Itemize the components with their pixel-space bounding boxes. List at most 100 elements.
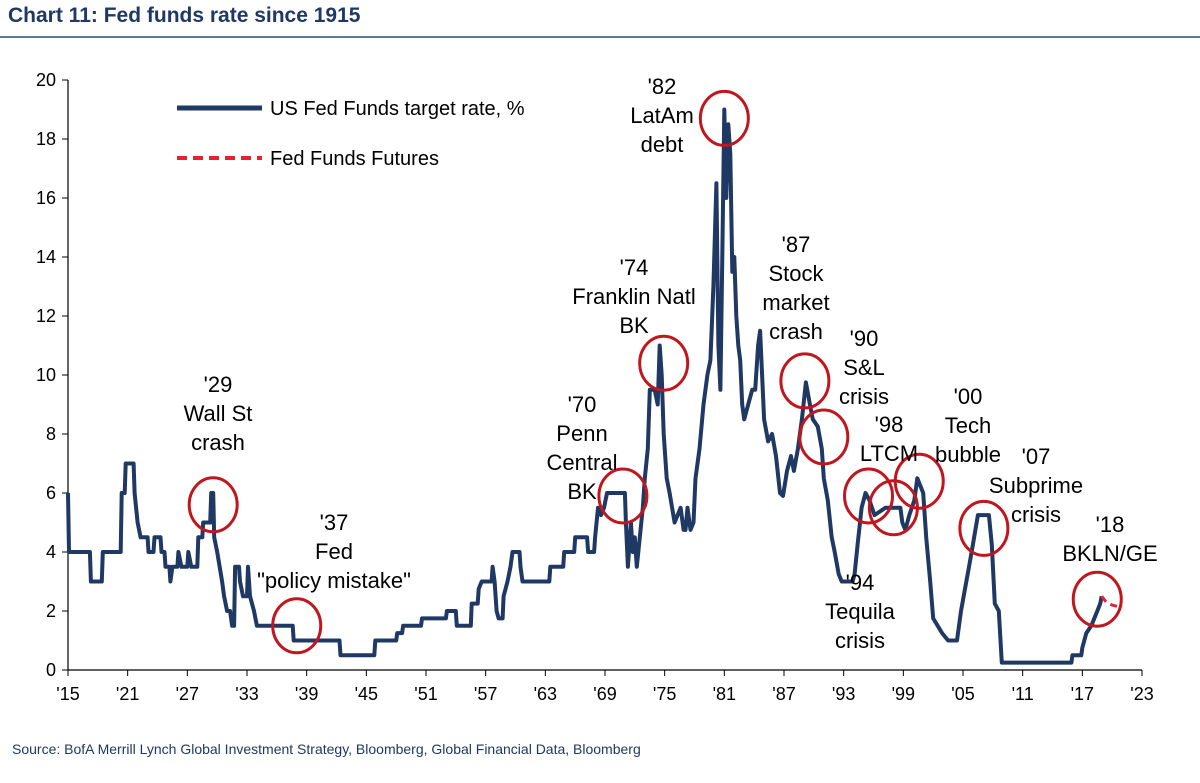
event-label-line: "policy mistake"	[257, 568, 411, 593]
event-label-line: BK	[567, 479, 597, 504]
series-line-fed-funds-futures	[1100, 595, 1123, 609]
event-circle	[1071, 570, 1123, 628]
event-label-line: '37	[320, 510, 349, 535]
x-tick-label: '11	[1012, 684, 1034, 704]
event-label: '94 Tequila crisis	[825, 570, 895, 653]
event-label-line: BK	[619, 313, 649, 338]
x-tick-label: '15	[56, 684, 79, 704]
event-label-line: Tech	[945, 413, 991, 438]
event-label-line: '29	[204, 372, 233, 397]
y-tick-label: 18	[36, 129, 56, 149]
event-label: '82 LatAm debt	[630, 74, 694, 157]
y-tick-label: 2	[46, 601, 56, 621]
y-tick-label: 4	[46, 542, 56, 562]
legend-label-futures: Fed Funds Futures	[270, 148, 439, 170]
event-label: '98 LTCM	[860, 412, 918, 466]
event-label-line: Subprime	[989, 473, 1083, 498]
x-tick-label: '27	[176, 684, 199, 704]
event-label: '29 Wall St crash	[184, 372, 253, 455]
event-circles	[187, 89, 1123, 655]
event-label-line: '70	[568, 392, 597, 417]
event-label-line: debt	[641, 132, 684, 157]
event-label: '70 Penn Central BK	[547, 392, 618, 504]
x-tick-label: '23	[1130, 684, 1153, 704]
event-label-line: '18	[1096, 512, 1125, 537]
x-tick-label: '69	[593, 684, 616, 704]
event-label-line: crisis	[835, 628, 885, 653]
event-circle	[638, 334, 690, 392]
event-label: '37 Fed "policy mistake"	[257, 510, 411, 593]
event-label-line: crisis	[839, 384, 889, 409]
event-label-line: Franklin Natl	[572, 284, 695, 309]
title-divider	[0, 36, 1200, 38]
x-tick-label: '93	[832, 684, 855, 704]
y-tick-label: 10	[36, 365, 56, 385]
event-label-line: market	[762, 290, 829, 315]
y-axis-ticks: 0 2 4 6 8 10 12 14 16 18 20	[36, 70, 68, 680]
event-label-line: bubble	[935, 442, 1001, 467]
event-label-line: Wall St	[184, 401, 253, 426]
event-label-line: S&L	[843, 355, 885, 380]
x-tick-label: '81	[713, 684, 736, 704]
x-tick-label: '17	[1071, 684, 1094, 704]
event-label-line: '90	[850, 326, 879, 351]
x-tick-label: '57	[474, 684, 497, 704]
event-label-line: crash	[769, 319, 823, 344]
y-tick-label: 16	[36, 188, 56, 208]
x-tick-label: '63	[534, 684, 557, 704]
series-line-fed-funds-rate	[66, 107, 1104, 665]
event-circle	[893, 452, 945, 510]
y-tick-label: 14	[36, 247, 56, 267]
event-label: '00 Tech bubble	[935, 384, 1001, 467]
event-label-line: LatAm	[630, 103, 694, 128]
x-tick-label: '33	[235, 684, 258, 704]
event-label-line: '87	[782, 232, 811, 257]
event-circle	[698, 89, 750, 147]
legend-label-fed-funds: US Fed Funds target rate, %	[270, 98, 525, 120]
event-label: '87 Stock market crash	[762, 232, 829, 344]
event-label-line: Penn	[556, 421, 607, 446]
event-label-line: '94	[846, 570, 875, 595]
event-label: '90 S&L crisis	[839, 326, 889, 409]
x-tick-label: '99	[892, 684, 915, 704]
event-label-line: Tequila	[825, 599, 895, 624]
x-tick-label: '51	[414, 684, 437, 704]
series-lines	[66, 107, 1123, 665]
event-label-line: BKLN/GE	[1062, 541, 1157, 566]
y-tick-label: 20	[36, 70, 56, 90]
event-annotations: '29 Wall St crash '37 Fed "policy mistake" '70…	[184, 74, 1158, 653]
event-label: '74 Franklin Natl BK	[572, 255, 695, 338]
event-label-line: Fed	[315, 539, 353, 564]
event-label-line: Central	[547, 450, 618, 475]
x-axis-ticks: '15 '21 '27 '33 '39 '45 '51 '57 '63 '69 '75 '81 '87 '…	[56, 670, 1154, 704]
event-circle	[958, 499, 1010, 557]
x-tick-label: '75	[653, 684, 676, 704]
event-circle	[798, 408, 850, 466]
event-label-line: Stock	[768, 261, 824, 286]
source-note: Source: BofA Merrill Lynch Global Invest…	[12, 741, 641, 757]
event-circle	[187, 476, 239, 534]
event-label: '07 Subprime crisis	[989, 444, 1083, 527]
event-label-line: crash	[191, 430, 245, 455]
x-tick-label: '87	[772, 684, 795, 704]
y-tick-label: 8	[46, 424, 56, 444]
y-tick-label: 12	[36, 306, 56, 326]
event-circle	[597, 467, 649, 525]
y-tick-label: 6	[46, 483, 56, 503]
y-tick-label: 0	[46, 660, 56, 680]
x-tick-label: '05	[951, 684, 974, 704]
event-label-line: LTCM	[860, 441, 918, 466]
x-tick-label: '45	[355, 684, 378, 704]
event-circle	[779, 352, 831, 410]
event-label-line: '74	[620, 255, 649, 280]
event-label-line: '82	[648, 74, 677, 99]
event-label: '18 BKLN/GE	[1062, 512, 1157, 566]
event-label-line: '98	[875, 412, 904, 437]
event-label-line: '07	[1022, 444, 1051, 469]
x-tick-label: '39	[295, 684, 318, 704]
chart-title: Chart 11: Fed funds rate since 1915	[8, 4, 361, 27]
event-circle	[843, 467, 895, 525]
event-label-line: '00	[954, 384, 983, 409]
chart-legend: US Fed Funds target rate, % Fed Funds Fu…	[177, 98, 525, 170]
